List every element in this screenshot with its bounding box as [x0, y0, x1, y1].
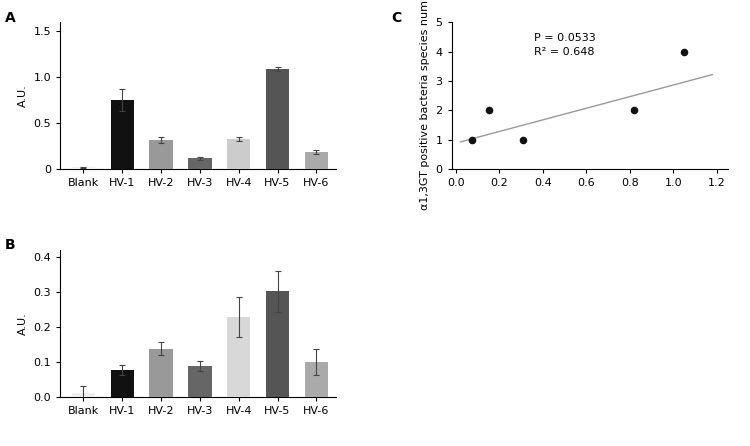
- Text: C: C: [391, 11, 401, 25]
- Point: [628, 107, 640, 114]
- Point: [678, 48, 690, 55]
- Point: [466, 136, 478, 144]
- Bar: [110, 100, 134, 169]
- Text: B: B: [4, 238, 16, 252]
- Bar: [72, 167, 95, 169]
- Bar: [188, 158, 211, 169]
- Bar: [110, 370, 134, 397]
- Bar: [227, 317, 251, 397]
- Y-axis label: α1,3GT positive bacteria species number: α1,3GT positive bacteria species number: [420, 0, 430, 210]
- Point: [518, 136, 530, 144]
- Text: A: A: [4, 11, 16, 25]
- Bar: [188, 366, 211, 397]
- Point: [482, 107, 494, 114]
- Bar: [72, 393, 95, 397]
- Bar: [266, 291, 290, 397]
- Bar: [227, 139, 251, 169]
- Y-axis label: A.U.: A.U.: [18, 312, 28, 335]
- Bar: [149, 140, 172, 169]
- Text: P = 0.0533
R² = 0.648: P = 0.0533 R² = 0.648: [535, 33, 596, 58]
- Bar: [304, 362, 328, 397]
- Bar: [304, 152, 328, 169]
- Bar: [149, 349, 172, 397]
- Bar: [266, 69, 290, 169]
- Y-axis label: A.U.: A.U.: [18, 84, 28, 107]
